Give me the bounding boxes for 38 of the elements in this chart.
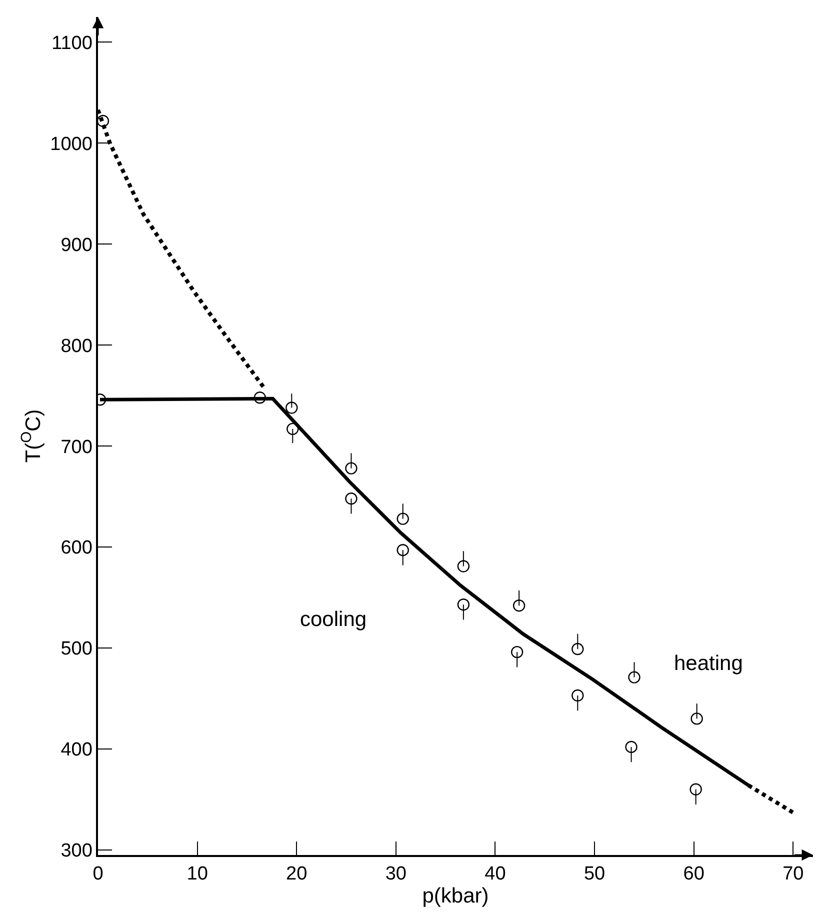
x-tick-label: 20 xyxy=(286,864,308,885)
x-axis-title: p(kbar) xyxy=(422,884,489,908)
point xyxy=(98,114,110,128)
y-tick-label: 1100 xyxy=(52,32,92,54)
point xyxy=(396,512,409,525)
y-tick-label: 800 xyxy=(60,336,92,357)
point xyxy=(457,598,470,611)
y-tick-label: 700 xyxy=(60,436,92,458)
point xyxy=(457,560,470,572)
x-tick-label: 70 xyxy=(782,864,804,885)
y-tick-label: 600 xyxy=(60,538,92,559)
annotation: cooling xyxy=(300,608,367,631)
x-tick-label: 0 xyxy=(92,864,104,885)
y-tick-label: 1000 xyxy=(50,134,92,155)
point xyxy=(345,462,358,474)
x-tick-label: 50 xyxy=(584,864,606,885)
point xyxy=(572,689,584,702)
y-tick-label: 300 xyxy=(60,840,92,862)
point xyxy=(254,392,266,404)
x-tick-label: 60 xyxy=(683,864,704,885)
point xyxy=(345,492,358,505)
x-tick-label: 30 xyxy=(385,864,406,885)
point xyxy=(690,712,703,725)
y-tick-label: 500 xyxy=(60,638,92,660)
point xyxy=(512,600,526,612)
point xyxy=(628,671,640,684)
point xyxy=(572,642,584,656)
y-tick-label: 400 xyxy=(60,740,92,761)
point xyxy=(690,783,702,796)
point xyxy=(396,544,409,556)
x-tick-label: 10 xyxy=(186,864,208,885)
annotation: heating xyxy=(674,652,743,675)
y-tick-label: 900 xyxy=(60,234,92,256)
x-tick-label: 40 xyxy=(484,864,506,885)
point xyxy=(286,402,298,414)
point xyxy=(510,646,524,658)
point xyxy=(625,740,638,754)
point xyxy=(286,422,299,436)
